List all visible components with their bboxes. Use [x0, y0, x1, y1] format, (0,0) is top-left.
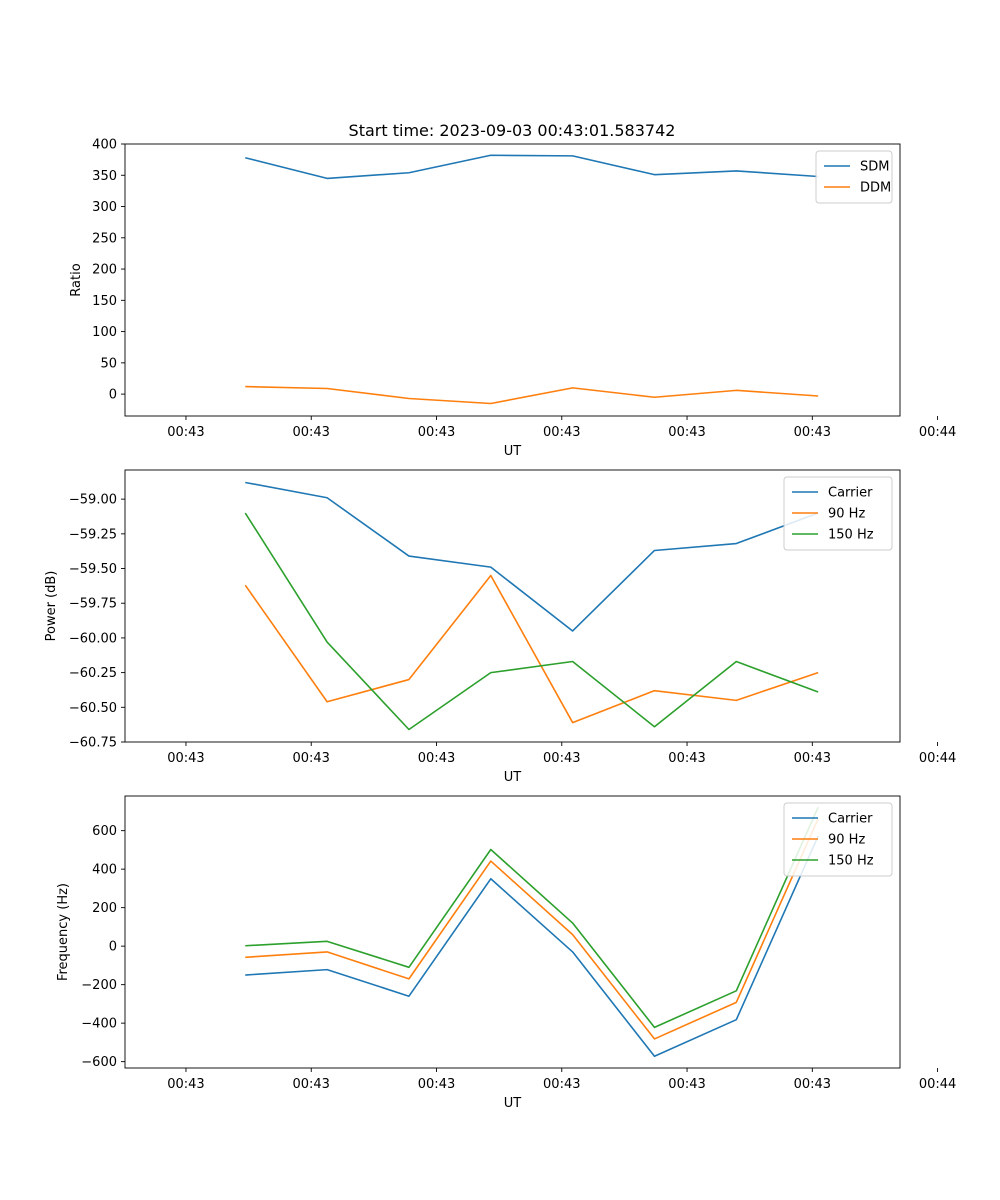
ratio-chart-series-sdm-line: [245, 154, 819, 180]
frequency-chart-series-90-hz-line: [245, 818, 819, 1040]
power-chart-series-carrier-line: [245, 481, 819, 632]
frequency-chart-axes-frame: [124, 795, 901, 1069]
power-chart-series-150-hz-line: [244, 512, 819, 731]
ratio-chart-y-tick-label: 100: [92, 325, 117, 340]
ratio-chart-y-tick-label: 250: [92, 231, 117, 246]
frequency-chart-y-tick-label: 0: [109, 940, 117, 955]
frequency-chart-y-tick-label: −200: [81, 978, 117, 993]
power-chart-axes-frame: [124, 469, 901, 743]
frequency-chart-y-tick-label: 200: [92, 901, 117, 916]
frequency-chart-x-tick-label: 00:43: [292, 1077, 329, 1092]
frequency-chart-x-tick-label: 00:43: [794, 1077, 831, 1092]
ratio-chart-y-tick-label: 50: [100, 356, 117, 371]
power-chart-y-tick-label: −59.50: [69, 562, 117, 577]
frequency-chart-x-tick-label: 00:43: [418, 1077, 455, 1092]
figure-title: Start time: 2023-09-03 00:43:01.583742: [349, 121, 676, 140]
power-chart-x-axis-label: UT: [504, 770, 522, 785]
ratio-chart-y-tick-label: 400: [92, 138, 117, 153]
power-chart-series-90-hz-line: [244, 574, 819, 724]
power-chart-x-tick-label: 00:43: [668, 751, 705, 766]
ratio-chart-y-axis-label: Ratio: [69, 263, 84, 296]
frequency-chart-x-axis-label: UT: [504, 1096, 522, 1111]
ratio-chart-x-tick-label: 00:44: [919, 425, 956, 440]
frequency-chart-legend-label-150-hz: 150 Hz: [828, 854, 874, 869]
frequency-chart-legend-box: [783, 802, 893, 877]
power-chart-y-tick-label: −59.75: [69, 597, 117, 612]
frequency-chart-y-tick-label: 600: [92, 824, 117, 839]
frequency-chart-y-tick-label: 400: [92, 863, 117, 878]
ratio-chart-x-tick-label: 00:43: [794, 425, 831, 440]
ratio-chart-y-tick-label: 0: [109, 388, 117, 403]
ratio-chart-x-tick-label: 00:43: [543, 425, 580, 440]
frequency-chart-legend-label-carrier: Carrier: [828, 812, 873, 827]
power-chart-legend-box: [783, 476, 893, 551]
ratio-chart-legend-box: [815, 150, 893, 204]
frequency-chart-series-carrier-line: [245, 835, 819, 1058]
ratio-chart-x-tick-label: 00:43: [418, 425, 455, 440]
frequency-chart-x-tick-label: 00:43: [543, 1077, 580, 1092]
power-chart-legend-label-90-hz: 90 Hz: [828, 507, 865, 522]
ratio-chart-legend-label-ddm: DDM: [860, 181, 891, 196]
ratio-chart-x-tick-label: 00:43: [668, 425, 705, 440]
power-chart-x-tick-label: 00:43: [292, 751, 329, 766]
frequency-chart-series-150-hz-line: [245, 806, 819, 1029]
frequency-chart-x-tick-label: 00:43: [167, 1077, 204, 1092]
power-chart-y-axis-label: Power (dB): [44, 571, 59, 642]
power-chart-x-tick-label: 00:43: [167, 751, 204, 766]
ratio-chart-x-tick-label: 00:43: [292, 425, 329, 440]
ratio-chart-axes-frame: [124, 143, 901, 417]
power-chart-x-tick-label: 00:43: [794, 751, 831, 766]
frequency-chart-x-tick-label: 00:44: [919, 1077, 956, 1092]
frequency-chart-y-axis-label: Frequency (Hz): [56, 883, 71, 981]
power-chart-x-tick-label: 00:44: [919, 751, 956, 766]
frequency-chart-legend-label-90-hz: 90 Hz: [828, 833, 865, 848]
ratio-chart-x-axis-label: UT: [504, 444, 522, 459]
frequency-chart-y-tick-label: −600: [81, 1055, 117, 1070]
frequency-chart-y-tick-label: −400: [81, 1017, 117, 1032]
ratio-chart-y-tick-label: 350: [92, 169, 117, 184]
power-chart-y-tick-label: −60.75: [69, 736, 117, 751]
ratio-chart-x-tick-label: 00:43: [167, 425, 204, 440]
ratio-chart-y-tick-label: 150: [92, 294, 117, 309]
power-chart-legend-label-150-hz: 150 Hz: [828, 528, 874, 543]
ratio-chart-y-tick-label: 200: [92, 263, 117, 278]
power-chart-y-tick-label: −60.00: [69, 631, 117, 646]
ratio-chart-y-tick-label: 300: [92, 200, 117, 215]
power-chart-y-tick-label: −60.50: [69, 701, 117, 716]
power-chart-x-tick-label: 00:43: [418, 751, 455, 766]
power-chart-y-tick-label: −59.25: [69, 527, 117, 542]
power-chart-y-tick-label: −59.00: [69, 493, 117, 508]
ratio-chart-legend-label-sdm: SDM: [860, 160, 889, 175]
power-chart-legend-label-carrier: Carrier: [828, 486, 873, 501]
ratio-chart-series-ddm-line: [245, 385, 819, 405]
frequency-chart-x-tick-label: 00:43: [668, 1077, 705, 1092]
power-chart-x-tick-label: 00:43: [543, 751, 580, 766]
power-chart-y-tick-label: −60.25: [69, 666, 117, 681]
